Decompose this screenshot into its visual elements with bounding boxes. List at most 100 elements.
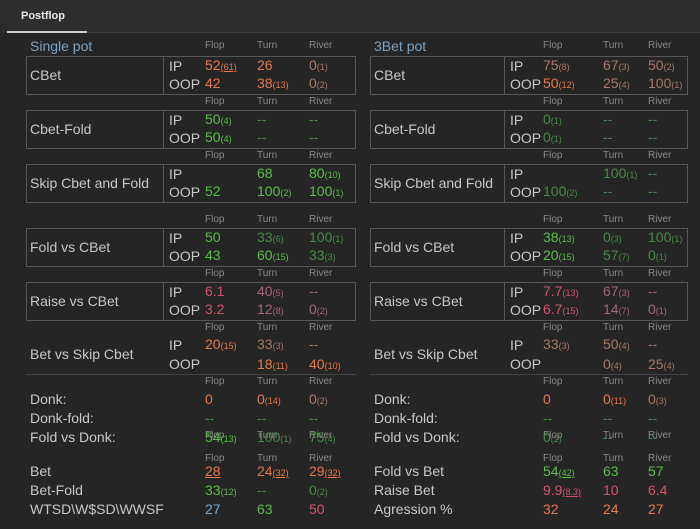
threebet-bet-vs-skip-ip-cell-value: 50 xyxy=(603,336,619,352)
threebet-cbet_fold-oop-cell: 0(1) xyxy=(543,129,562,147)
threebet-skip_cbet_fold-oop-cell-count: (2) xyxy=(566,188,578,198)
single-skip_cbet_fold-oop-cell: 100(1) xyxy=(309,183,343,201)
threebet-header-turn: Turn xyxy=(603,430,624,441)
threebet-raise_vs_cbet-oop-cell-count: (15) xyxy=(562,306,579,316)
single-fold_vs_cbet-oop-cell: 60(15) xyxy=(257,247,289,265)
threebet-cbet-ip-cell-value: 67 xyxy=(603,57,619,73)
single-fold_vs_donk-cell-count: (4) xyxy=(324,434,336,444)
threebet-oop-label: OOP xyxy=(510,184,542,200)
threebet-raise_vs_cbet-ip-cell-value: 7.7 xyxy=(543,283,563,299)
threebet-header-flop: Flop xyxy=(543,268,563,279)
single-bet-vs-skip-ip-cell-value: 20 xyxy=(205,336,221,352)
threebet-skip_cbet_fold-ip-cell: -- xyxy=(648,165,657,183)
threebet-header-river: River xyxy=(648,430,672,441)
threebet-cbet_fold-oop-cell-value: -- xyxy=(603,129,613,145)
single-cbet_fold-oop-cell-value: 50 xyxy=(205,129,221,145)
single-cbet-label: CBet xyxy=(30,67,62,83)
single-cbet-oop-cell: 42 xyxy=(205,75,221,93)
single-raise_vs_cbet-ip-cell-value: -- xyxy=(309,283,319,299)
single-cbet-ip-cell-count: (1) xyxy=(316,62,328,72)
single-bet-vs-skip-oop-cell-count: (11) xyxy=(272,361,288,371)
single-row-divider xyxy=(163,110,164,149)
single-cbet-oop-cell: 0(2) xyxy=(309,75,328,93)
threebet-skip_cbet_fold-oop-cell: -- xyxy=(648,183,657,201)
single-bet-vs-skip-oop-cell-count: (10) xyxy=(324,361,341,371)
single-cbet-oop-cell-value: 42 xyxy=(205,75,221,91)
threebet-bet-vs-skip-oop-cell-count: (4) xyxy=(610,361,622,371)
single-skip_cbet_fold-oop-cell-value: 52 xyxy=(205,183,221,199)
single-bet-vs-skip-ip-cell-count: (3) xyxy=(272,341,284,351)
single-cbet-ip-cell-count: (61) xyxy=(220,62,237,72)
single-skip_cbet_fold-ip-cell: 80(10) xyxy=(309,165,341,183)
threebet-bet-vs-skip-oop-cell: 25(4) xyxy=(648,356,675,374)
threebet-fold_vs_cbet-ip-cell: 100(1) xyxy=(648,229,682,247)
single-oop-label: OOP xyxy=(169,248,201,264)
single-fold_vs_cbet-oop-cell-count: (3) xyxy=(324,252,336,262)
threebet-agression-cell-value: 27 xyxy=(648,501,664,517)
single-header-river: River xyxy=(309,214,333,225)
threebet-bet-vs-skip-oop-cell-count: (4) xyxy=(663,361,675,371)
threebet-raise_vs_cbet-row xyxy=(370,282,688,321)
single-wtsd-cell-value: 50 xyxy=(309,501,325,517)
threebet-row-divider xyxy=(504,282,505,321)
threebet-bet-vs-skip-oop-cell-value: 25 xyxy=(648,356,664,372)
threebet-raise_bet-cell-value: 10 xyxy=(603,482,619,498)
single-fold_vs_donk-cell: 100(1) xyxy=(257,429,291,447)
single-cbet-ip-cell-value: 52 xyxy=(205,57,221,73)
single-fold_vs_cbet-ip-cell-count: (1) xyxy=(332,234,344,244)
threebet-raise_vs_cbet-label: Raise vs CBet xyxy=(374,293,463,309)
threebet-raise_vs_cbet-oop-cell-count: (1) xyxy=(655,306,667,316)
single-donk-cell-value: 0 xyxy=(205,391,213,407)
threebet-fold_vs_bet-cell: 54(42) xyxy=(543,463,575,481)
threebet-oop-label: OOP xyxy=(510,356,542,372)
single-bet-vs-skip-oop-cell: 40(10) xyxy=(309,356,341,374)
threebet-donk_fold-cell-value: -- xyxy=(648,410,658,426)
single-bet-cell-value: 28 xyxy=(205,463,221,479)
threebet-fold_vs_cbet-ip-cell-value: 38 xyxy=(543,229,559,245)
tab-postflop[interactable]: Postflop xyxy=(7,0,87,33)
threebet-fold_vs_cbet-oop-cell: 20(15) xyxy=(543,247,575,265)
threebet-fold_vs_cbet-ip-cell-value: 0 xyxy=(603,229,611,245)
single-donk_fold-cell: -- xyxy=(257,410,266,428)
single-ip-label: IP xyxy=(169,58,183,74)
threebet-fold_vs_bet-label: Fold vs Bet xyxy=(374,463,445,479)
threebet-donk-cell-count: (3) xyxy=(655,396,667,406)
threebet-fold_vs_bet-cell-value: 57 xyxy=(648,463,664,479)
threebet-cbet_fold-ip-cell-value: -- xyxy=(648,111,658,127)
single-raise_vs_cbet-oop-cell: 3.2 xyxy=(205,301,224,319)
threebet-bet-vs-skip-label: Bet vs Skip Cbet xyxy=(374,346,478,362)
single-bet-vs-skip-ip-cell-count: (15) xyxy=(220,341,237,351)
threebet-header-river: River xyxy=(648,40,672,51)
single-skip_cbet_fold-row xyxy=(26,164,356,203)
threebet-agression-label: Agression % xyxy=(374,501,453,517)
threebet-header-flop: Flop xyxy=(543,40,563,51)
threebet-fold_vs_donk-cell: -- xyxy=(648,429,657,447)
single-raise_vs_cbet-ip-cell: -- xyxy=(309,283,318,301)
single-ip-label: IP xyxy=(169,166,183,182)
single-bet_fold-cell-value: -- xyxy=(257,482,267,498)
threebet-fold_vs_cbet-ip-cell-count: (13) xyxy=(558,234,575,244)
single-bet_fold-cell: 0(2) xyxy=(309,482,328,500)
threebet-ip-label: IP xyxy=(510,166,524,182)
threebet-raise_bet-cell: 10 xyxy=(603,482,619,500)
threebet-raise_vs_cbet-oop-cell: 14(7) xyxy=(603,301,630,319)
threebet-fold_vs_cbet-ip-cell-count: (3) xyxy=(610,234,622,244)
threebet-fold_vs_cbet-oop-cell-count: (15) xyxy=(558,252,575,262)
threebet-header-flop: Flop xyxy=(543,322,563,333)
single-cbet-oop-cell-value: 0 xyxy=(309,75,317,91)
single-bet-vs-skip-oop-cell-value: 18 xyxy=(257,356,273,372)
threebet-bet-vs-skip-ip-cell-count: (3) xyxy=(558,341,570,351)
single-ip-label: IP xyxy=(169,230,183,246)
single-fold_vs_cbet-oop-cell: 43 xyxy=(205,247,221,265)
single-cbet_fold-label: Cbet-Fold xyxy=(30,121,92,137)
threebet-header-turn: Turn xyxy=(603,376,624,387)
single-oop-label: OOP xyxy=(169,356,201,372)
single-header-turn: Turn xyxy=(257,453,278,464)
threebet-fold_vs_cbet-ip-cell: 38(13) xyxy=(543,229,575,247)
single-cbet_fold-oop-cell-count: (4) xyxy=(220,134,232,144)
single-raise_vs_cbet-oop-cell-value: 12 xyxy=(257,301,273,317)
single-fold_vs_cbet-ip-cell-count: (6) xyxy=(272,234,284,244)
threebet-cbet-oop-cell: 50(12) xyxy=(543,75,575,93)
threebet-donk-label: Donk: xyxy=(374,391,411,407)
threebet-cbet-oop-cell-value: 25 xyxy=(603,75,619,91)
